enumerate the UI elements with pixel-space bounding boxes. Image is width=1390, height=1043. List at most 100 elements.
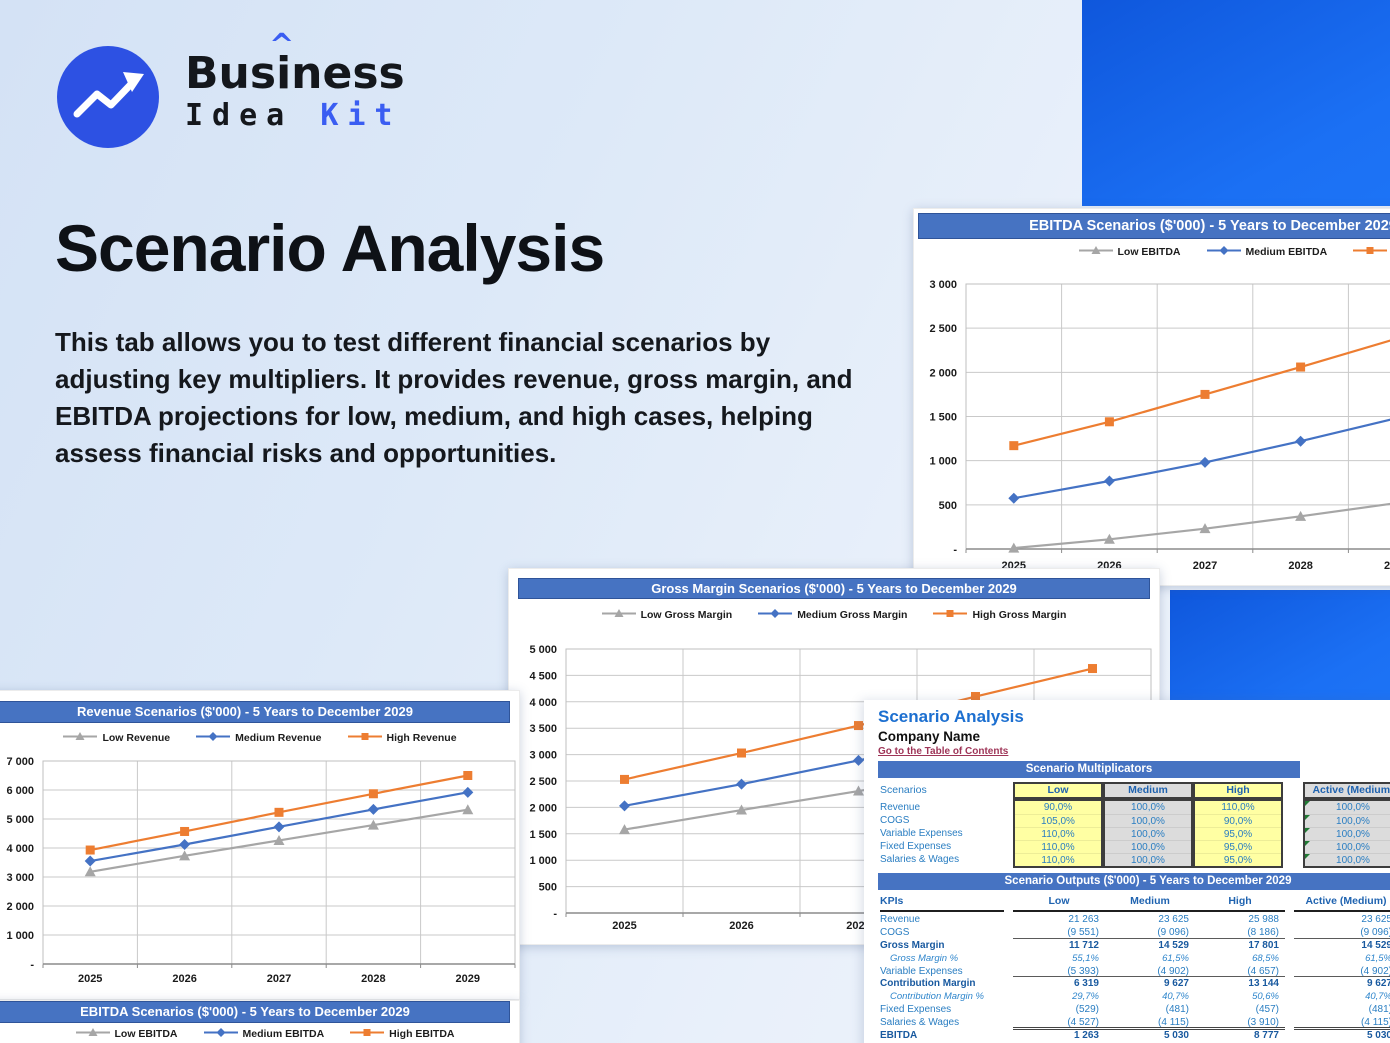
multiplier-cell[interactable]: 105,0%	[1015, 814, 1101, 827]
svg-text:3 000: 3 000	[6, 872, 34, 884]
legend-label: Medium EBITDA	[242, 1028, 325, 1040]
legend-label: High EBITDA	[389, 1028, 455, 1040]
chart-legend: Low Gross Margin Medium Gross Margin High …	[509, 608, 1159, 622]
multiplier-cell[interactable]: 110,0%	[1015, 827, 1101, 840]
square-marker-icon	[350, 1027, 385, 1041]
kpi-column-header: KPIs	[880, 895, 904, 907]
header-underline	[1294, 910, 1390, 912]
green-corner-marker-icon	[1305, 841, 1310, 846]
green-corner-marker-icon	[1305, 854, 1310, 859]
legend-label: Low EBITDA	[1117, 246, 1181, 258]
legend-item: High EBITDA	[350, 1027, 455, 1041]
multiplier-cell[interactable]: 90,0%	[1195, 814, 1281, 827]
legend-label: Low Revenue	[102, 732, 171, 744]
kpi-table-row: Salaries & Wages (4 527) (4 115) (3 910) (4 …	[864, 1017, 1390, 1031]
chart-title: Gross Margin Scenarios ($'000) - 5 Years…	[518, 578, 1150, 599]
row-divider	[1294, 1027, 1390, 1031]
row-divider	[1294, 937, 1390, 939]
diamond-marker-icon	[196, 731, 231, 745]
kpi-value-cell: (481)	[1368, 1004, 1390, 1016]
multiplier-cell[interactable]: 100,0%	[1105, 853, 1191, 866]
multiplier-cell[interactable]: 95,0%	[1195, 827, 1281, 840]
brand-wordmark: Busi ^ ness Idea Kit	[185, 31, 405, 148]
kpi-value-cell: 61,5%	[1365, 952, 1390, 964]
multiplier-block-active: 100,0% 100,0% 100,0% 100,0% 100,0%	[1303, 799, 1390, 868]
kpi-value-cell: 23 625	[1361, 914, 1390, 925]
kpi-table-row: Fixed Expenses (529) (481) (457) (481)	[864, 1004, 1390, 1017]
legend-label: Low EBITDA	[114, 1028, 178, 1040]
multiplier-cell[interactable]: 110,0%	[1221, 802, 1255, 813]
multiplier-cell[interactable]: 95,0%	[1195, 840, 1281, 853]
kpi-table-row: Gross Margin % 55,1% 61,5% 68,5% 61,5%	[864, 953, 1390, 966]
kpi-value-cell: (481)	[1165, 1004, 1189, 1016]
kpi-value-cell: (4 527)	[1067, 1017, 1099, 1029]
triangle-marker-icon	[75, 1027, 110, 1041]
kpi-value-cell: 14 529	[1361, 939, 1390, 951]
multiplier-block-low: 90,0% 105,0% 110,0% 110,0% 110,0%	[1013, 799, 1103, 868]
multiplier-cell[interactable]: 90,0%	[1043, 802, 1073, 813]
scenario-column-active: Active (Medium)	[1303, 782, 1390, 799]
multiplier-cell[interactable]: 110,0%	[1015, 853, 1101, 866]
svg-text:2029: 2029	[1384, 560, 1390, 572]
multiplier-cell[interactable]: 100,0%	[1305, 801, 1390, 814]
kpi-value-cell: (4 902)	[1360, 965, 1390, 977]
legend-item: Low EBITDA	[1078, 245, 1181, 259]
square-marker-icon	[347, 731, 382, 745]
kpi-value-cell: 1 263	[1073, 1030, 1099, 1042]
page-title: Scenario Analysis	[55, 211, 605, 285]
multiplier-cell[interactable]: 110,0%	[1015, 840, 1101, 853]
svg-text:2028: 2028	[1288, 560, 1312, 572]
legend-item: Low Gross Margin	[601, 608, 733, 622]
multiplier-cell[interactable]: 100,0%	[1131, 802, 1165, 813]
page-description: This tab allows you to test different fi…	[55, 327, 853, 468]
chart-legend: Low EBITDA Medium EBITDA High EBITDA	[969, 245, 1390, 259]
legend-item: High EBITDA	[1353, 245, 1390, 259]
multiplier-cell[interactable]: 100,0%	[1305, 840, 1390, 853]
multiplier-cell[interactable]: 100,0%	[1305, 853, 1390, 866]
kpi-table-row: EBITDA 1 263 5 030 8 777 5 030	[864, 1030, 1390, 1043]
kpi-value-cell: (9 551)	[1067, 926, 1099, 938]
kpi-value-cell: (3 910)	[1247, 1017, 1279, 1029]
legend-label: Low Gross Margin	[640, 609, 733, 621]
kpi-value-cell: (4 902)	[1157, 965, 1189, 977]
multiplier-row-label: Fixed Expenses	[880, 841, 952, 852]
legend-item: Medium Revenue	[196, 731, 322, 745]
multiplier-cell[interactable]: 95,0%	[1195, 853, 1281, 866]
kpi-value-cell: (5 393)	[1067, 965, 1099, 977]
legend-item: Medium Gross Margin	[758, 608, 907, 622]
triangle-marker-icon	[63, 731, 98, 745]
kpi-value-cell: 55,1%	[1072, 952, 1099, 964]
kpi-column-active: Active (Medium)	[1305, 895, 1387, 907]
kpi-value-cell: 61,5%	[1162, 952, 1189, 964]
square-marker-icon	[933, 608, 968, 622]
kpi-value-cell: 29,7%	[1072, 991, 1099, 1003]
kpi-row-label: Variable Expenses	[880, 965, 963, 977]
trending-up-icon	[57, 46, 159, 148]
kpi-value-cell: 40,7%	[1365, 991, 1390, 1003]
company-name: Company Name	[878, 729, 981, 744]
brand-logo: Busi ^ ness Idea Kit	[57, 31, 405, 148]
kpi-row-label: COGS	[880, 926, 910, 938]
table-of-contents-link[interactable]: Go to the Table of Contents	[878, 746, 1009, 757]
chart-title: Revenue Scenarios ($'000) - 5 Years to D…	[0, 701, 510, 723]
multiplier-cell[interactable]: 100,0%	[1105, 827, 1191, 840]
kpi-value-cell: (4 115)	[1361, 1017, 1390, 1029]
row-divider	[1013, 937, 1285, 939]
multiplier-cell[interactable]: 100,0%	[1305, 814, 1390, 827]
multipliers-section-header: Scenario Multiplicators	[878, 761, 1300, 778]
svg-text:2 500: 2 500	[929, 323, 957, 335]
kpi-value-cell: (8 186)	[1247, 926, 1279, 938]
kpi-value-cell: 8 777	[1253, 1030, 1279, 1042]
legend-item: High Revenue	[347, 731, 457, 745]
multiplier-cell[interactable]: 100,0%	[1105, 814, 1191, 827]
line-chart: - 1 000 2 000 3 000 4 000 5 000 6 000 7 000 2025…	[0, 691, 519, 999]
kpi-row-label: Gross Margin %	[890, 952, 959, 964]
svg-text:2027: 2027	[1193, 560, 1217, 572]
kpi-table-row: Gross Margin 11 712 14 529 17 801 14 529	[864, 940, 1390, 953]
svg-text:2026: 2026	[729, 920, 753, 932]
chart-title: EBITDA Scenarios ($'000) - 5 Years to De…	[0, 1001, 510, 1023]
multiplier-cell[interactable]: 100,0%	[1105, 840, 1191, 853]
multiplier-cell[interactable]: 100,0%	[1305, 827, 1390, 840]
square-marker-icon	[1353, 245, 1388, 259]
